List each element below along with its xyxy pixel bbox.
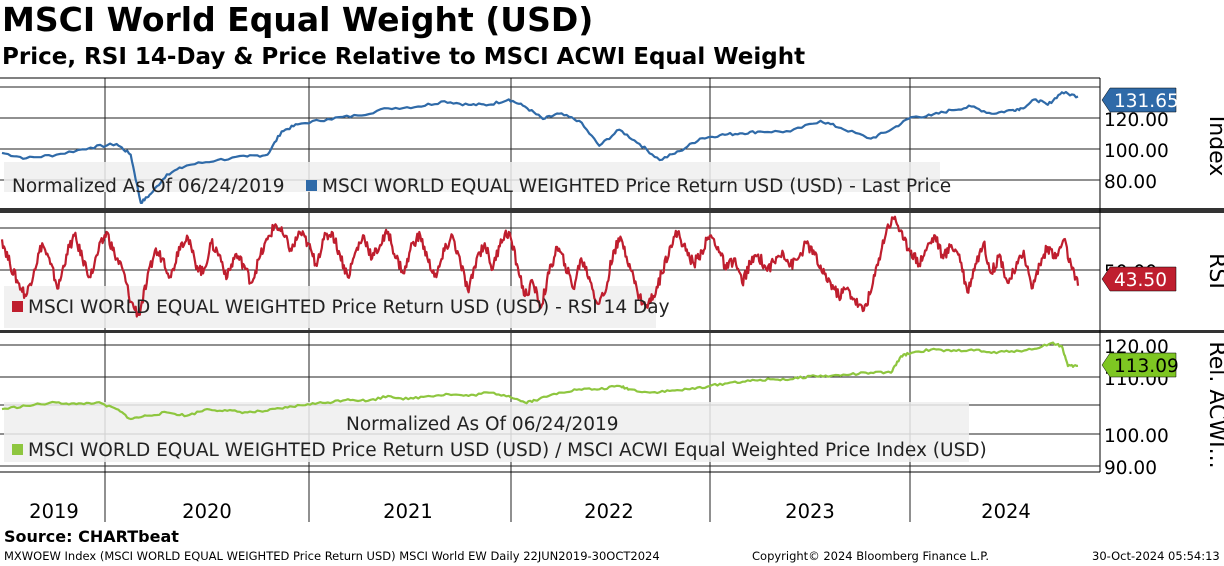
legend-label: MSCI WORLD EQUAL WEIGHTED Price Return U… (28, 440, 987, 461)
y-tick-label: 100.00 (1104, 426, 1169, 447)
last-value-tag (1101, 266, 1177, 292)
x-tick-label: 2021 (383, 500, 433, 523)
last-value-tag (1101, 87, 1177, 113)
legend-swatch (12, 301, 23, 312)
axis-title-price: Index (1204, 116, 1224, 177)
y-tick-label: 100.00 (1104, 141, 1169, 162)
footer-copyright: Copyright© 2024 Bloomberg Finance L.P. (752, 549, 989, 563)
legend-label: MSCI WORLD EQUAL WEIGHTED Price Return U… (322, 176, 951, 197)
last-value-label: 113.09 (1114, 356, 1179, 377)
x-tick-label: 2020 (182, 500, 232, 523)
chart-title: MSCI World Equal Weight (USD) (2, 0, 594, 39)
series-line-rsi (0, 215, 1080, 318)
source-note: Source: CHARTbeat (4, 527, 179, 546)
y-tick-label: 90.00 (1104, 458, 1157, 479)
series-line-relative (1, 341, 1079, 421)
legend-box (4, 286, 656, 328)
y-tick-label: 80.00 (1104, 172, 1157, 193)
legend-normalized-note: Normalized As Of 06/24/2019 (12, 176, 285, 197)
legend-swatch (306, 180, 317, 191)
legend-label: MSCI WORLD EQUAL WEIGHTED Price Return U… (28, 297, 670, 318)
x-tick-label: 2022 (584, 500, 634, 523)
panel-relative: Normalized As Of 06/24/2019 MSCI WORLD EQ… (0, 337, 1224, 479)
panel-price: Normalized As Of 06/24/2019 MSCI WORLD EQ… (0, 86, 1224, 204)
axis-title-rsi: RSI (1204, 253, 1224, 289)
last-value-label: 131.65 (1114, 91, 1179, 112)
footer-security-description: MXWOEW Index (MSCI WORLD EQUAL WEIGHTED … (4, 549, 660, 563)
legend-swatch (12, 444, 23, 455)
chart-subtitle: Price, RSI 14-Day & Price Relative to MS… (2, 44, 806, 70)
y-tick-label: 120.00 (1104, 110, 1169, 131)
x-tick-label: 2023 (785, 500, 835, 523)
last-value-tag (1101, 352, 1177, 378)
footer-timestamp: 30-Oct-2024 05:54:13 (1092, 549, 1220, 563)
panel-separator (0, 330, 1224, 333)
axis-title-relative: Rel. ACWI... (1204, 341, 1224, 468)
series-line-price (1, 90, 1079, 204)
legend-box (4, 162, 940, 192)
legend-normalized-note: Normalized As Of 06/24/2019 (346, 414, 619, 435)
last-value-label: 43.50 (1114, 270, 1167, 291)
x-tick-label: 2024 (981, 500, 1031, 523)
panel-rsi: MSCI WORLD EQUAL WEIGHTED Price Return U… (0, 215, 1224, 328)
x-tick-label: 2019 (29, 500, 79, 523)
panel-separator (0, 208, 1224, 213)
